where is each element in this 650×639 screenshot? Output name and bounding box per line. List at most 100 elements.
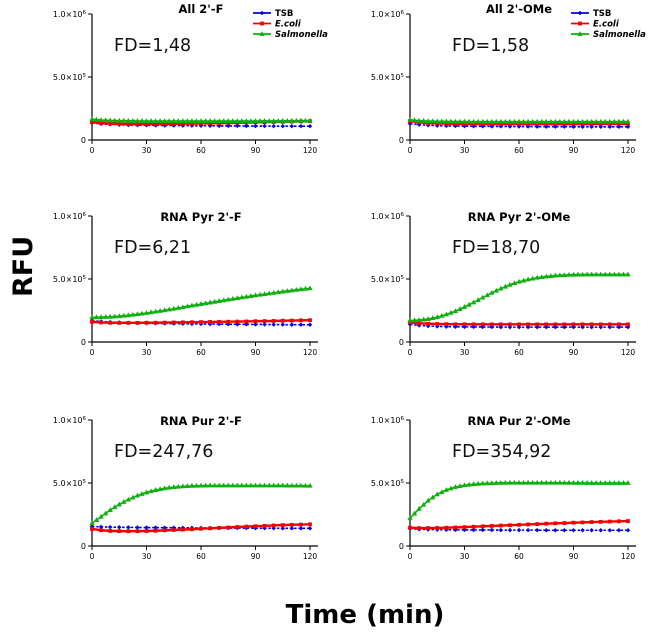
- x-tick-label: 60: [196, 552, 206, 561]
- legend-label: TSB: [593, 9, 611, 19]
- subplot-all-2ome: 1.0×106 5.0×105 0 0 30 60 90 120 TSB E.coli Salmon…: [358, 0, 650, 172]
- fold-difference-label: FD=18,70: [452, 238, 541, 258]
- legend-label: E.coli: [275, 20, 302, 30]
- x-tick-label: 60: [196, 146, 206, 155]
- x-tick-label: 0: [408, 146, 413, 155]
- x-tick-label: 60: [514, 348, 524, 357]
- legend-label: E.coli: [593, 20, 620, 30]
- series-salmonella: [407, 479, 631, 521]
- x-tick-label: 30: [142, 552, 152, 561]
- axes: 1.0×106 5.0×105 00 30 60 90 120: [371, 10, 636, 155]
- series-salmonella: [89, 285, 313, 320]
- series-ecoli: [90, 522, 312, 534]
- legend-item-salmonella: Salmonella: [253, 30, 328, 40]
- y-tick-label: 5.0×105: [371, 275, 405, 284]
- series-salmonella: [407, 116, 631, 124]
- x-tick-label: 90: [569, 146, 579, 155]
- rna-pur-2f-chart: 1.0×106 5.0×105 00 30 60 90 120: [53, 416, 318, 561]
- x-axis-label: Time (min): [285, 600, 445, 630]
- legend-item-ecoli: E.coli: [571, 20, 620, 30]
- subplot-rna-pur-2f: 1.0×106 5.0×105 0 0 30 60 90 120 RNA Pur 2'-F F…: [40, 406, 332, 578]
- x-tick-label: 120: [303, 348, 318, 357]
- y-tick-label: 0: [399, 338, 404, 347]
- legend-item-tsb: TSB: [253, 9, 293, 19]
- subplot-title: All 2'-F: [178, 2, 224, 16]
- y-tick-label: 1.0×106: [53, 10, 87, 19]
- series-salmonella: [407, 271, 631, 323]
- series-ecoli: [408, 320, 630, 327]
- x-tick-label: 90: [251, 552, 261, 561]
- subplot-title: RNA Pyr 2'-F: [160, 210, 242, 224]
- x-tick-label: 0: [408, 348, 413, 357]
- y-tick-label: 1.0×106: [371, 10, 405, 19]
- y-tick-label: 0: [81, 542, 86, 551]
- x-tick-label: 0: [90, 348, 95, 357]
- axes: 1.0×106 5.0×105 00 30 60 90 120: [53, 10, 318, 155]
- all-2ome-chart: 1.0×106 5.0×105 00 30 60 90 120 TSBE.coliSalmon…: [371, 9, 646, 155]
- all-2f-chart: 1.0×106 5.0×105 00 30 60 90 120 TSBE.coliSalmon…: [53, 9, 328, 155]
- legend-label: Salmonella: [275, 30, 328, 40]
- axes: 1.0×106 5.0×105 00 30 60 90 120: [371, 212, 636, 357]
- x-tick-label: 30: [460, 348, 470, 357]
- y-axis-label: RFU: [8, 235, 39, 297]
- y-tick-label: 5.0×105: [53, 479, 87, 488]
- legend-item-salmonella: Salmonella: [571, 30, 646, 40]
- y-tick-label: 1.0×106: [53, 416, 87, 425]
- axes: 1.0×106 5.0×105 00 30 60 90 120: [53, 416, 318, 561]
- x-tick-label: 0: [90, 552, 95, 561]
- x-tick-label: 120: [303, 146, 318, 155]
- subplot-title: All 2'-OMe: [485, 2, 553, 16]
- x-tick-label: 30: [142, 348, 152, 357]
- x-tick-label: 60: [514, 146, 524, 155]
- x-tick-label: 120: [621, 552, 636, 561]
- x-tick-label: 120: [621, 348, 636, 357]
- axes: 1.0×106 5.0×105 00 30 60 90 120: [371, 416, 636, 561]
- rna-pur-2ome-chart: 1.0×106 5.0×105 00 30 60 90 120: [371, 416, 636, 561]
- series-ecoli: [408, 519, 630, 531]
- series-salmonella: [89, 482, 313, 526]
- x-tick-label: 90: [569, 552, 579, 561]
- axes: 1.0×106 5.0×105 00 30 60 90 120: [53, 212, 318, 357]
- x-tick-label: 0: [90, 146, 95, 155]
- fold-difference-label: FD=1,48: [114, 36, 192, 56]
- subplot-title: RNA Pyr 2'-OMe: [467, 210, 571, 224]
- y-tick-label: 1.0×106: [371, 416, 405, 425]
- y-tick-label: 0: [399, 136, 404, 145]
- legend-item-tsb: TSB: [571, 9, 611, 19]
- x-tick-label: 30: [460, 146, 470, 155]
- y-tick-label: 0: [81, 136, 86, 145]
- subplot-rna-pur-2ome: 1.0×106 5.0×105 0 0 30 60 90 120 RNA Pur 2'-OMe…: [358, 406, 650, 578]
- series-ecoli: [90, 318, 312, 325]
- x-tick-label: 30: [142, 146, 152, 155]
- x-tick-label: 60: [514, 552, 524, 561]
- subplot-title: RNA Pur 2'-F: [160, 414, 242, 428]
- fold-difference-label: FD=6,21: [114, 238, 192, 258]
- y-tick-label: 5.0×105: [53, 73, 87, 82]
- y-tick-label: 1.0×106: [53, 212, 87, 221]
- fold-difference-label: FD=247,76: [114, 442, 214, 462]
- y-tick-label: 0: [399, 542, 404, 551]
- legend-item-ecoli: E.coli: [253, 20, 302, 30]
- fold-difference-label: FD=1,58: [452, 36, 530, 56]
- subplot-rna-pyr-2ome: 1.0×106 5.0×105 0 0 30 60 90 120 RNA Pyr 2'-OMe…: [358, 202, 650, 374]
- x-tick-label: 120: [303, 552, 318, 561]
- x-tick-label: 120: [621, 146, 636, 155]
- legend-label: Salmonella: [593, 30, 646, 40]
- y-tick-label: 1.0×106: [371, 212, 405, 221]
- subplot-all-2f: 1.0×106 5.0×105 0 0 30 60 90 120 TSB E.coli Salmon…: [40, 0, 332, 172]
- x-tick-label: 90: [251, 146, 261, 155]
- y-tick-label: 5.0×105: [371, 479, 405, 488]
- y-tick-label: 5.0×105: [371, 73, 405, 82]
- legend-label: TSB: [275, 9, 293, 19]
- x-tick-label: 90: [251, 348, 261, 357]
- fold-difference-label: FD=354,92: [452, 442, 552, 462]
- x-tick-label: 30: [460, 552, 470, 561]
- y-tick-label: 5.0×105: [53, 275, 87, 284]
- rna-pyr-2f-chart: 1.0×106 5.0×105 00 30 60 90 120: [53, 212, 318, 357]
- rna-pyr-2ome-chart: 1.0×106 5.0×105 00 30 60 90 120: [371, 212, 636, 357]
- x-tick-label: 90: [569, 348, 579, 357]
- x-tick-label: 0: [408, 552, 413, 561]
